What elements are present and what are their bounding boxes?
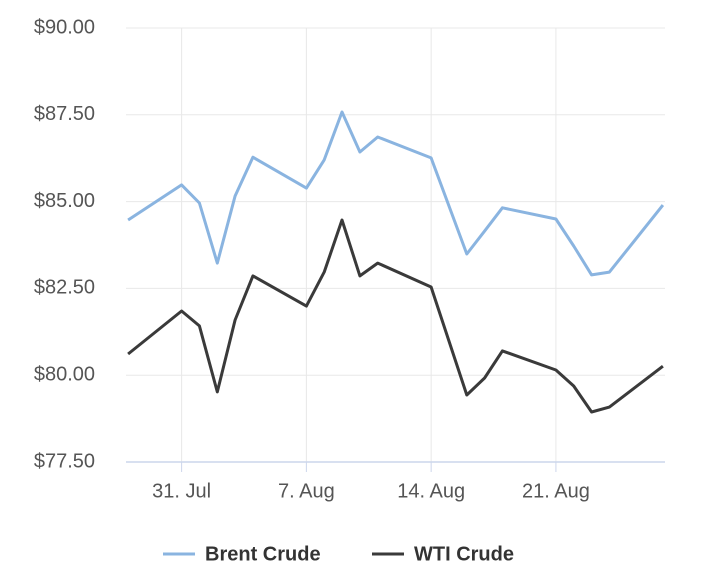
line-series — [127, 218, 664, 414]
y-tick-label: $82.50 — [34, 277, 95, 299]
y-tick-label: $87.50 — [34, 103, 95, 125]
y-tick-label: $85.00 — [34, 190, 95, 212]
y-tick-label: $80.00 — [34, 363, 95, 385]
y-tick-label: $77.50 — [34, 450, 95, 472]
x-tick-label: 21. Aug — [522, 480, 590, 502]
legend-label: WTI Crude — [414, 543, 514, 565]
line-series — [127, 110, 665, 277]
x-tick-label: 31. Jul — [152, 480, 211, 502]
x-tick-label: 14. Aug — [397, 480, 465, 502]
x-tick-label: 7. Aug — [278, 480, 335, 502]
y-tick-label: $90.00 — [34, 16, 95, 38]
legend-label: Brent Crude — [205, 543, 321, 565]
